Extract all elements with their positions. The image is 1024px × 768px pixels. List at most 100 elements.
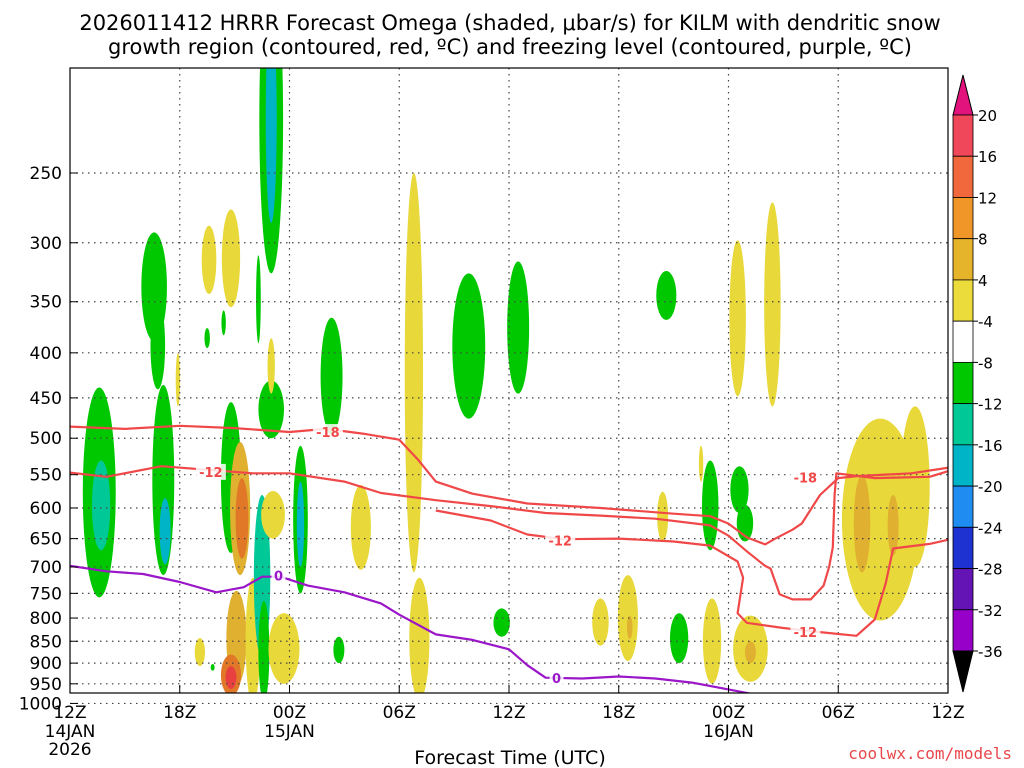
colorbar-label: -8: [978, 354, 993, 372]
contour-label: -12: [794, 626, 818, 641]
y-tick-label: 550: [30, 466, 62, 486]
omega-shaded-region: [268, 613, 300, 684]
omega-shaded-region: [265, 68, 277, 224]
omega-shaded-region: [656, 271, 677, 320]
omega-shaded-region: [744, 641, 756, 664]
omega-shaded-region: [159, 498, 171, 565]
colorbar-swatch: [952, 155, 974, 198]
y-tick-label: 450: [30, 389, 62, 409]
x-tick-label: 18Z: [163, 703, 196, 723]
y-tick-label: 600: [30, 499, 62, 519]
chart-title-line1: 2026011412 HRRR Forecast Omega (shaded, …: [79, 11, 940, 35]
colorbar-swatch: [952, 444, 974, 487]
contour-dgz_-12_upper: [70, 465, 948, 601]
y-tick-label: 500: [30, 429, 62, 449]
y-tick-label: 900: [30, 654, 62, 674]
y-tick-label: 800: [30, 609, 62, 629]
colorbar-swatch: [952, 238, 974, 281]
y-tick-label: 300: [30, 234, 62, 254]
x-axis-title: Forecast Time (UTC): [414, 747, 605, 768]
x-tick-year: 2026: [48, 740, 91, 760]
y-tick-label: 850: [30, 632, 62, 652]
colorbar-swatch: [952, 526, 974, 569]
contour-label-bg: [790, 624, 821, 641]
colorbar-swatch: [952, 403, 974, 446]
y-axis-ticks: 2503003504004505005506006507007508008509…: [19, 164, 78, 714]
contour-freezing_0: [70, 564, 753, 693]
omega-shaded-region: [493, 608, 510, 637]
colorbar-label: 20: [978, 107, 997, 125]
contour-label: -18: [316, 426, 340, 441]
colorbar-label: -24: [978, 519, 1003, 537]
omega-shaded-region: [175, 352, 181, 407]
omega-shaded-region: [296, 481, 305, 567]
omega-shaded-region: [258, 380, 285, 439]
x-tick-label: 12Z: [931, 703, 964, 723]
omega-shaded-region: [150, 301, 166, 390]
omega-shaded-region: [267, 338, 275, 394]
x-tick-label: 18Z: [602, 703, 635, 723]
omega-shaded-region: [729, 240, 746, 397]
contour-label: -12: [199, 466, 223, 481]
colorbar-swatch: [952, 279, 974, 322]
colorbar-swatch: [952, 361, 974, 405]
colorbar: 20 16 12 8 4 -4 -8 -12 -16 -20 -24 -28 -32 -36: [952, 74, 1003, 693]
colorbar-bottom-arrow: [952, 650, 974, 693]
colorbar-label: -36: [978, 643, 1003, 661]
contour-label: 0: [274, 570, 283, 585]
colorbar-swatch: [952, 568, 974, 611]
colorbar-label: -12: [978, 396, 1003, 414]
colorbar-top-arrow: [952, 74, 974, 116]
omega-shaded-region: [210, 663, 215, 671]
omega-shaded-region: [221, 310, 226, 336]
colorbar-swatch: [952, 320, 974, 363]
omega-shaded-region: [258, 600, 270, 693]
omega-shaded-region: [350, 484, 371, 570]
colorbar-label: -16: [978, 437, 1003, 455]
colorbar-label: 4: [978, 272, 988, 290]
x-tick-label: 12Z: [53, 703, 86, 723]
contour-label-bg: [271, 567, 286, 584]
omega-shaded-region: [261, 491, 285, 539]
chart-title-line2: growth region (contoured, red, ºC) and f…: [108, 35, 912, 59]
colorbar-label: -20: [978, 478, 1003, 496]
contour-lines-layer: -12 -12 -12 -18 -18 0 0: [70, 424, 948, 693]
colorbar-label: 12: [978, 189, 997, 207]
credit-text: coolwx.com/models: [848, 744, 1012, 763]
omega-shaded-region: [256, 255, 261, 344]
contour-label-bg: [312, 424, 343, 441]
omega-shaded-region: [764, 202, 781, 407]
contour-label-bg: [790, 469, 821, 486]
contour-label: -18: [794, 471, 818, 486]
contour-dgz_-18: [70, 424, 948, 546]
x-tick-label: 06Z: [383, 703, 416, 723]
y-tick-label: 1000: [19, 694, 62, 714]
y-tick-label: 950: [30, 675, 62, 695]
omega-shaded-region: [452, 273, 486, 419]
omega-shaded-region: [91, 460, 111, 551]
omega-shaded-region: [853, 474, 871, 573]
omega-shaded-region: [201, 225, 217, 295]
omega-shaded-region: [507, 261, 530, 394]
colorbar-label: 16: [978, 148, 997, 166]
omega-shaded-region: [409, 577, 430, 693]
x-tick-label: 00Z: [712, 703, 745, 723]
omega-shaded-region: [626, 615, 633, 639]
omega-shaded-region: [657, 491, 669, 542]
colorbar-swatch: [952, 609, 974, 652]
omega-shaded-region: [221, 209, 241, 308]
omega-shading-layer: [82, 68, 930, 693]
contour-label-bg: [549, 670, 564, 687]
x-tick-date: 14JAN: [45, 722, 96, 742]
omega-shaded-region: [235, 478, 249, 559]
x-tick-label: 06Z: [822, 703, 855, 723]
x-tick-label: 12Z: [492, 703, 525, 723]
x-tick-date: 15JAN: [264, 722, 315, 742]
y-tick-label: 700: [30, 558, 62, 578]
colorbar-label: -32: [978, 602, 1003, 620]
colorbar-label: -28: [978, 561, 1003, 579]
omega-shaded-region: [669, 613, 689, 664]
colorbar-swatch: [952, 197, 974, 240]
